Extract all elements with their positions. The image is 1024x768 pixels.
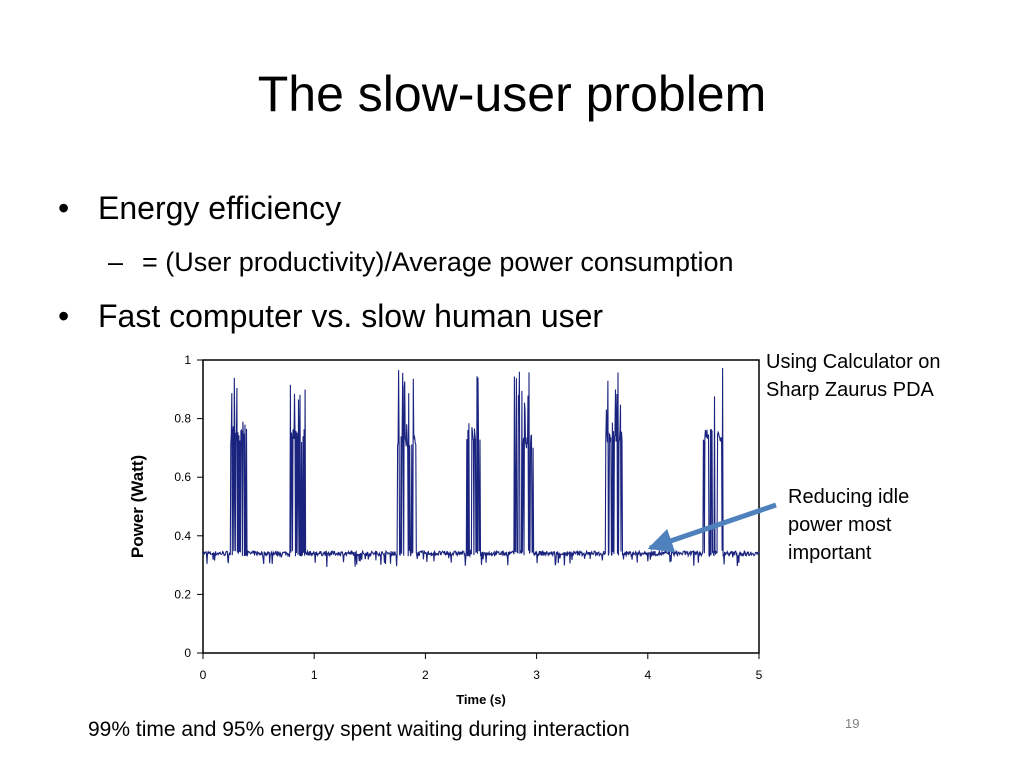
plot-frame — [202, 359, 760, 654]
x-tick-label: 1 — [311, 668, 318, 682]
slide-caption: 99% time and 95% energy spent waiting du… — [88, 718, 630, 741]
x-tick-label: 3 — [533, 668, 540, 682]
note-calculator-zaurus: Using Calculator on Sharp Zaurus PDA — [766, 351, 941, 401]
y-tick-label: 0.6 — [174, 470, 191, 484]
x-axis-title: Time (s) — [456, 692, 506, 707]
slide-title: The slow-user problem — [257, 66, 767, 122]
x-tick-label: 5 — [756, 668, 763, 682]
x-tick-label: 2 — [422, 668, 429, 682]
y-tick-label: 0 — [184, 646, 191, 660]
annotation-arrow — [647, 502, 777, 553]
y-axis-title: Power (Watt) — [128, 455, 147, 558]
page-number: 19 — [845, 716, 860, 731]
y-tick-label: 1 — [184, 353, 191, 367]
x-tick-label: 4 — [644, 668, 651, 682]
y-tick-label: 0.2 — [174, 587, 191, 601]
y-tick-label: 0.8 — [174, 412, 191, 426]
y-tick-label: 0.4 — [174, 529, 191, 543]
note-reducing-idle: Reducing idle power most important — [788, 486, 910, 564]
x-tick-label: 0 — [200, 668, 207, 682]
